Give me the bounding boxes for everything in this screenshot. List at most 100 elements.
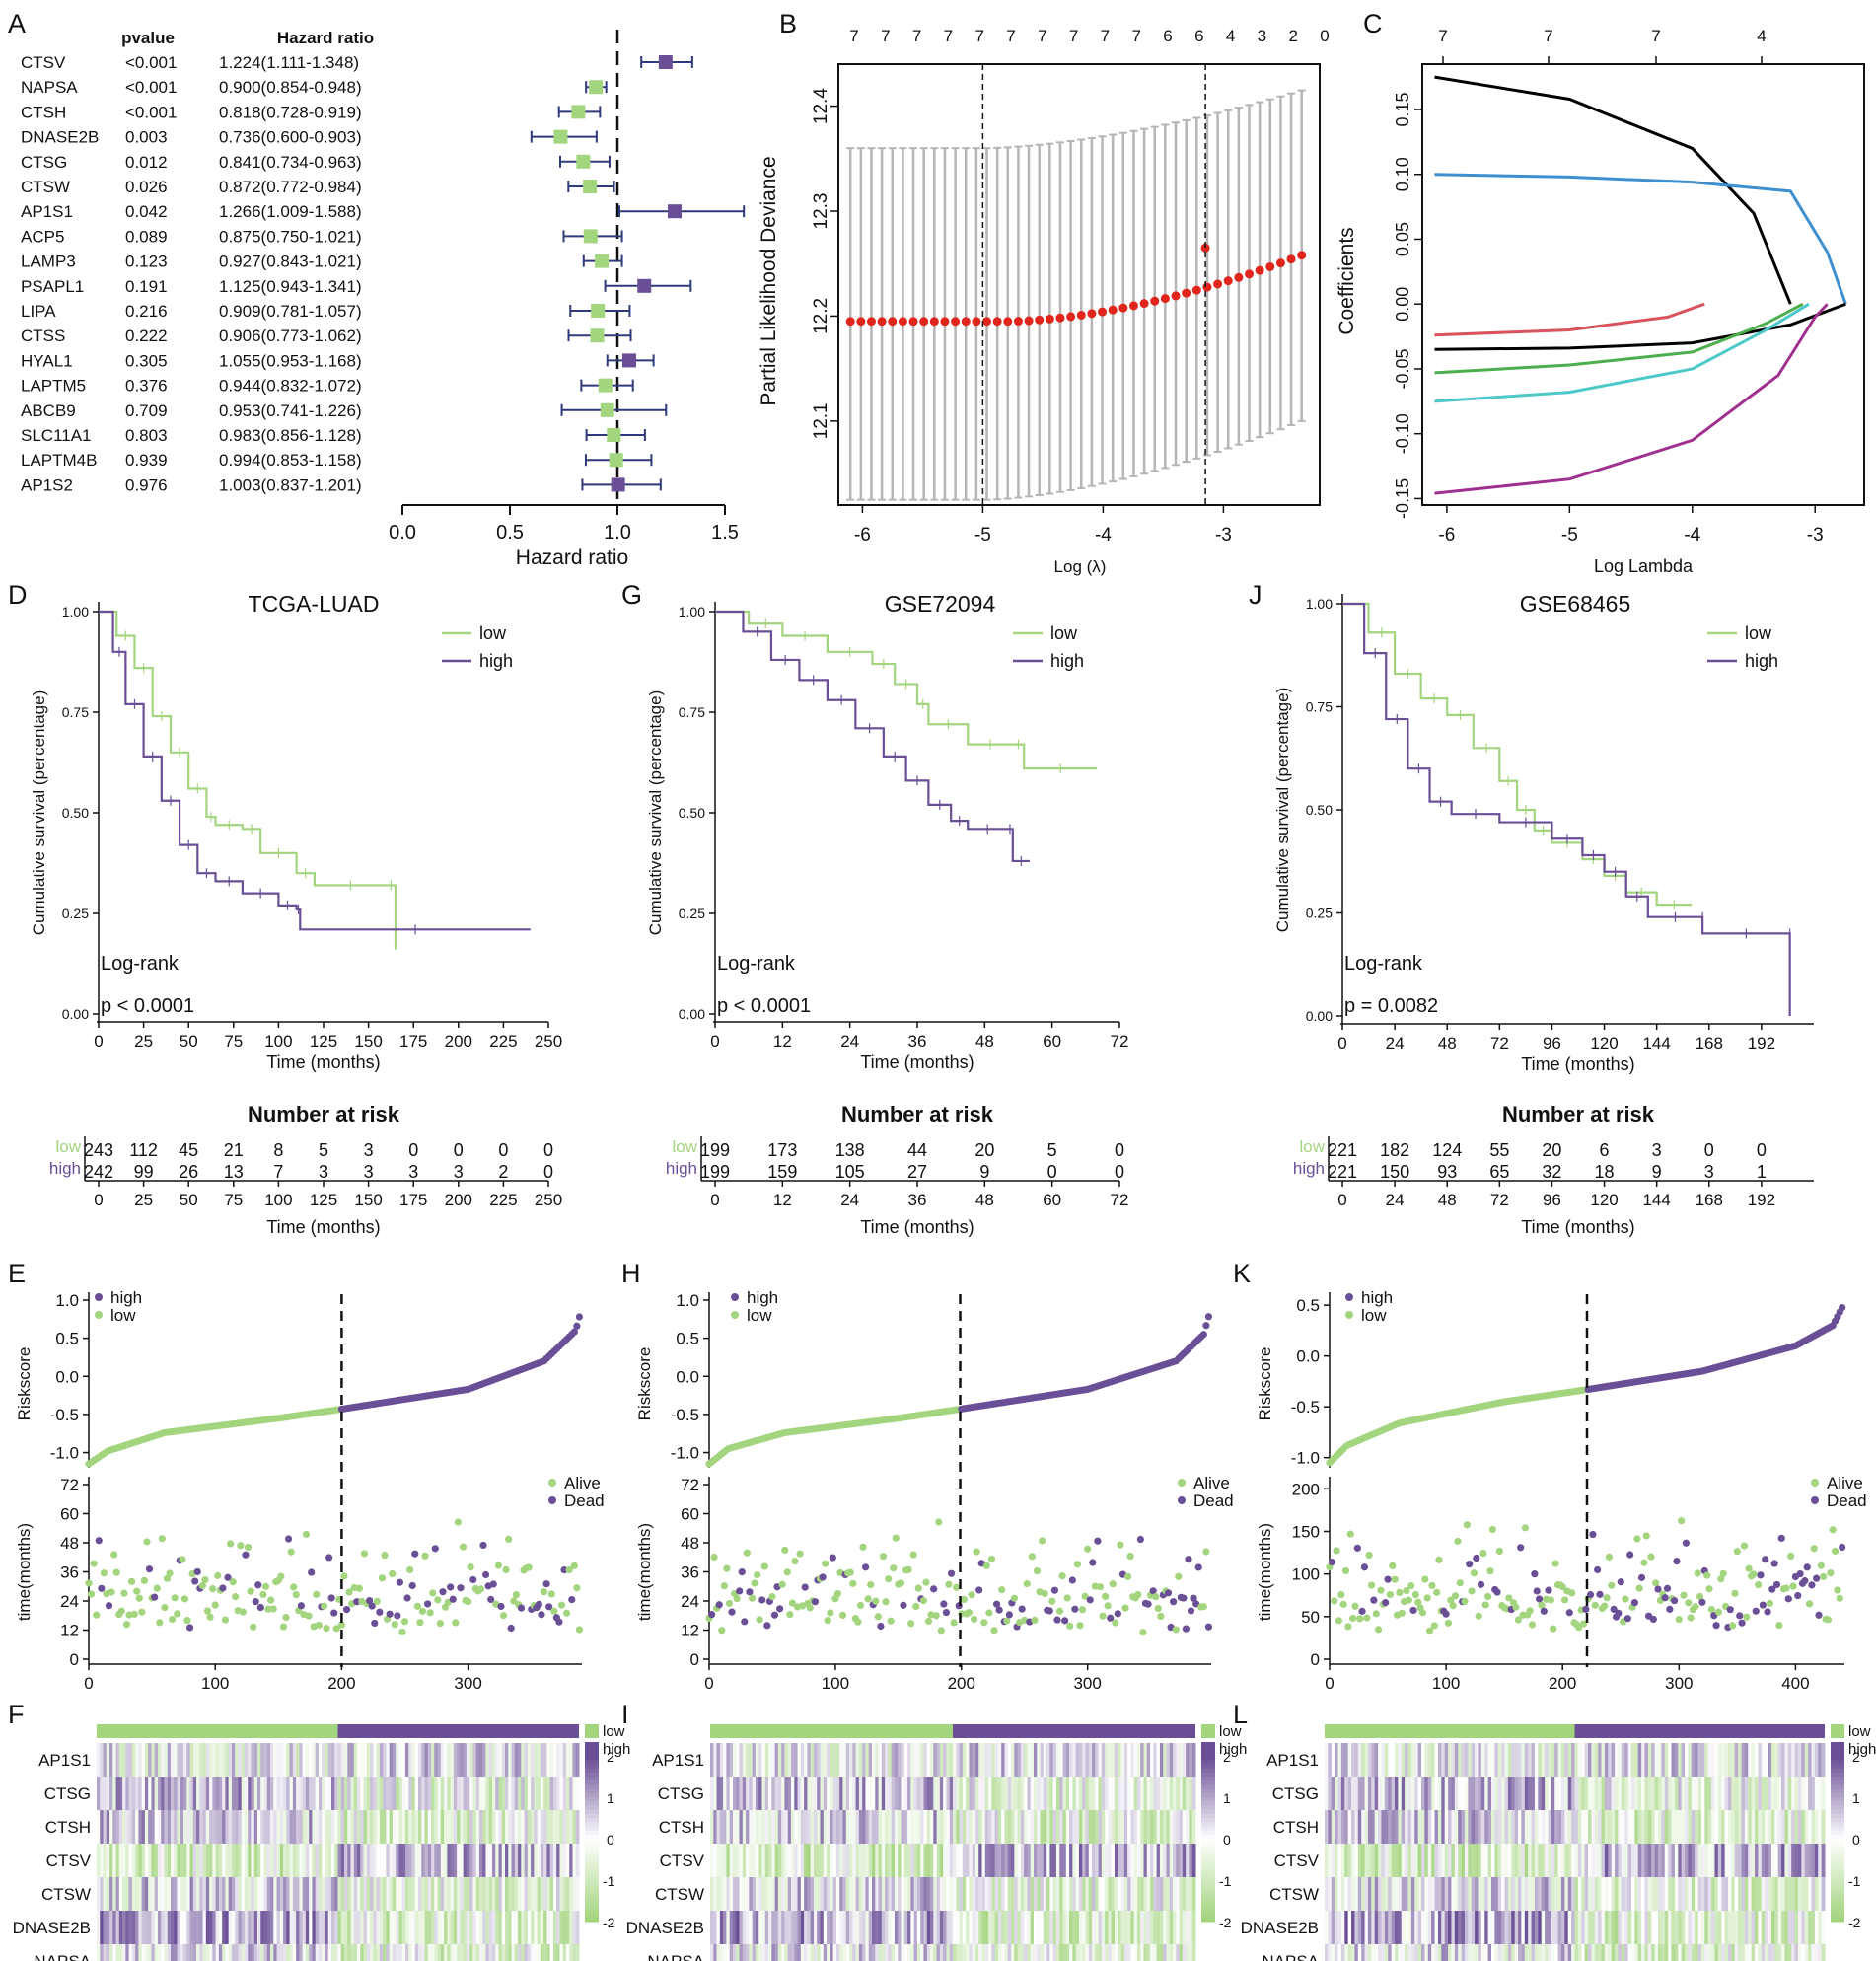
heatmap-cell [337,1743,342,1777]
survival-time-point [907,1620,915,1628]
heatmap-cell [827,1944,830,1961]
heatmap-cell [1364,1743,1369,1777]
survival-time-point [1617,1578,1624,1586]
heatmap-cell [106,1877,110,1911]
heatmap-cell [1357,1777,1362,1810]
heatmap-cell [898,1777,902,1810]
heatmap-cell [1414,1777,1419,1810]
survival-time-point [753,1571,761,1579]
risk-count-high: 9 [979,1162,989,1182]
heatmap-cell [1105,1911,1109,1944]
pvalue-label: <0.001 [125,53,177,72]
heatmap-cell [1647,1743,1652,1777]
heatmap-cell [716,1911,721,1944]
x-axis-title: Time (months) [1521,1054,1634,1074]
heatmap-cell [804,1944,808,1961]
heatmap-cell [505,1877,509,1911]
heatmap-cell [1518,1844,1522,1877]
survival-time-point [487,1595,495,1604]
heatmap-cell [1146,1911,1151,1944]
heatmap-cell [1541,1777,1546,1810]
heatmap-cell [820,1844,825,1877]
risk-table-title: Number at risk [1502,1102,1655,1126]
heatmap-cell [1108,1944,1113,1961]
heatmap-cell [1557,1844,1562,1877]
heatmap-cell [1017,1944,1022,1961]
heatmap-cell [1337,1743,1342,1777]
heatmap-cell [546,1944,551,1961]
heatmap-cell [969,1844,974,1877]
heatmap-cell [835,1810,840,1844]
heatmap-cell [723,1944,727,1961]
heatmap-cell [888,1944,893,1961]
risk-row-label-high: high [666,1159,697,1178]
heatmap-cell [1821,1844,1826,1877]
heatmap-cell [710,1877,714,1911]
x-tick-label: 75 [224,1032,243,1051]
risk-table-title: Number at risk [248,1102,400,1126]
cv-mean-point [961,317,971,327]
heatmap-cell [97,1911,101,1944]
heatmap-cell [898,1944,902,1961]
gene-label: CTSW [21,178,70,196]
heatmap-cell [257,1877,261,1911]
survival-time-point [1433,1588,1441,1596]
heatmap-cell [1511,1743,1516,1777]
heatmap-cell [1777,1743,1782,1777]
heatmap-cell [373,1877,378,1911]
heatmap-cell [357,1743,361,1777]
heatmap-cell [565,1877,570,1911]
heatmap-cell [350,1810,355,1844]
y-tick-label: 0.00 [679,1006,705,1022]
heatmap-cell [1551,1777,1555,1810]
heatmap-cell [189,1944,194,1961]
survival-time-point [1199,1602,1207,1611]
heatmap-cell [1120,1777,1125,1810]
heatmap-cell [263,1877,268,1911]
heatmap-cell [408,1777,412,1810]
heatmap-cell [488,1844,493,1877]
x-tick-label: -3 [1215,525,1232,545]
heatmap-cell [1085,1844,1090,1877]
heatmap-cell [729,1877,734,1911]
heatmap-cell [469,1911,473,1944]
heatmap-cell [1697,1743,1702,1777]
heatmap-cell [1017,1877,1022,1911]
heatmap-cell [1014,1844,1019,1877]
heatmap-cell [830,1911,834,1944]
heatmap-cell [868,1911,873,1944]
heatmap-cell [231,1911,236,1944]
heatmap-cell [959,1743,964,1777]
survival-time-point [1829,1526,1837,1534]
heatmap-cell [170,1877,175,1911]
heatmap-cell [305,1810,310,1844]
heatmap-cell [872,1810,876,1844]
heatmap-cell [1169,1911,1174,1944]
heatmap-cell [1661,1844,1666,1877]
heatmap-cell [279,1810,284,1844]
heatmap-cell [562,1743,567,1777]
survival-time-point [1477,1580,1485,1588]
heatmap-cell [330,1944,335,1961]
heatmap-cell [148,1877,152,1911]
heatmap-cell [1434,1877,1439,1911]
survival-time-point [406,1565,414,1574]
color-scale-step [1201,1801,1215,1806]
heatmap-cell [713,1743,718,1777]
survival-time-point [489,1580,497,1588]
heatmap-cell [322,1743,325,1777]
color-scale-step [1201,1760,1215,1765]
heatmap-cell [312,1944,317,1961]
heatmap-cell [1711,1810,1715,1844]
heatmap-cell [1052,1944,1057,1961]
heatmap-cell [157,1944,162,1961]
survival-time-point [1736,1612,1744,1620]
heatmap-cell [845,1777,850,1810]
heatmap-cell [511,1810,516,1844]
heatmap-cell [457,1777,461,1810]
heatmap-cell [1059,1911,1064,1944]
heatmap-cell [386,1877,391,1911]
heatmap-cell [907,1844,911,1877]
heatmap-cell [845,1743,850,1777]
heatmap-cell [222,1810,226,1844]
